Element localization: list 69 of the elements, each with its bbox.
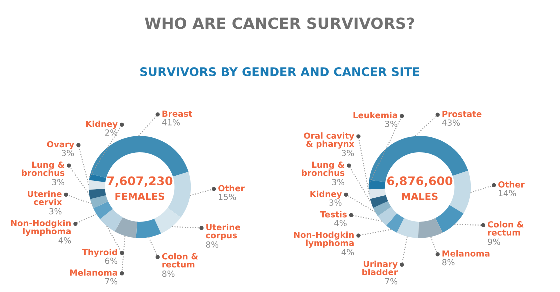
data-label: 43% [442, 120, 460, 126]
donut-slice [90, 196, 108, 209]
donut-slice [94, 202, 113, 220]
slice-label: Prostate [442, 111, 482, 118]
donut-slice [114, 218, 138, 238]
text: 6,876,600 [388, 176, 453, 188]
data-label: 3% [62, 150, 74, 156]
slice-label: Urinary bladder [362, 260, 398, 276]
data-label: 3% [332, 179, 345, 186]
data-label: 4% [342, 249, 354, 256]
donut-slice [370, 195, 388, 208]
data-label: 8% [206, 242, 219, 248]
slice-label: Lung & bronchus [302, 162, 345, 176]
donut-slice [100, 209, 123, 232]
slice-label: Melanoma [70, 270, 118, 276]
slice-label: Kidney [310, 190, 342, 199]
slice-label: Testis [320, 211, 347, 218]
donut-slice [89, 174, 106, 183]
data-label: 3% [52, 179, 65, 186]
slice-label: Ovary [47, 141, 74, 150]
data-label: 3% [385, 120, 398, 128]
donut-slice [368, 180, 386, 190]
donut-slice [418, 218, 443, 238]
donut-slice [397, 218, 419, 238]
slice-label: Oral cavity & pharynx [304, 132, 354, 149]
donut-slice [136, 218, 162, 238]
slice-label: Uterine corpus [206, 224, 240, 240]
data-label: 15% [219, 194, 236, 200]
data-label: 7% [105, 278, 118, 285]
donut-slice [90, 136, 189, 178]
slice-label: Colon & rectum [162, 253, 198, 268]
slice-label: Leukemia [354, 112, 398, 119]
data-label: 8% [442, 259, 455, 266]
slice-label: Other [218, 185, 245, 192]
slice-label: Lung & bronchus [22, 162, 65, 176]
data-label: 6% [105, 258, 118, 264]
data-label: 9% [488, 238, 500, 246]
slice-label: Other [498, 181, 525, 188]
text: 7,607,230 [108, 176, 173, 188]
data-label: 4% [58, 237, 72, 244]
slice-label: Uterine cervix [28, 190, 62, 206]
data-label: 3% [342, 150, 354, 156]
data-label: 7% [385, 278, 398, 285]
donut-slice [368, 188, 386, 200]
donut-slice [373, 201, 392, 216]
slice-label: Melanoma [442, 250, 490, 257]
donut-slice [378, 207, 398, 226]
data-label: 41% [162, 119, 180, 126]
text: SURVIVORS BY GENDER AND CANCER SITE [140, 67, 420, 76]
slice-label: Colon & rectum [488, 221, 524, 236]
data-label: 3% [50, 208, 62, 215]
slice-label: Non-Hodgkin lymphoma [294, 232, 354, 248]
data-label: 14% [499, 190, 516, 197]
donut-slice [88, 180, 106, 190]
slice-label: Kidney [86, 120, 118, 129]
text: FEMALES [116, 192, 164, 200]
donut-slice [436, 205, 464, 233]
donut-slice [154, 208, 182, 234]
data-label: 3% [330, 200, 342, 206]
text: WHO ARE CANCER SURVIVORS? [145, 18, 414, 30]
text: MALES [402, 192, 438, 200]
data-label: 4% [334, 220, 347, 226]
data-label: 8% [162, 270, 175, 278]
data-label: 2% [105, 130, 118, 136]
slice-label: Breast [162, 110, 192, 118]
slice-label: Thyroid [82, 249, 118, 258]
donut-slice [88, 189, 106, 200]
slice-label: Non-Hodgkin lymphoma [11, 220, 71, 236]
donut-slice [386, 213, 404, 233]
